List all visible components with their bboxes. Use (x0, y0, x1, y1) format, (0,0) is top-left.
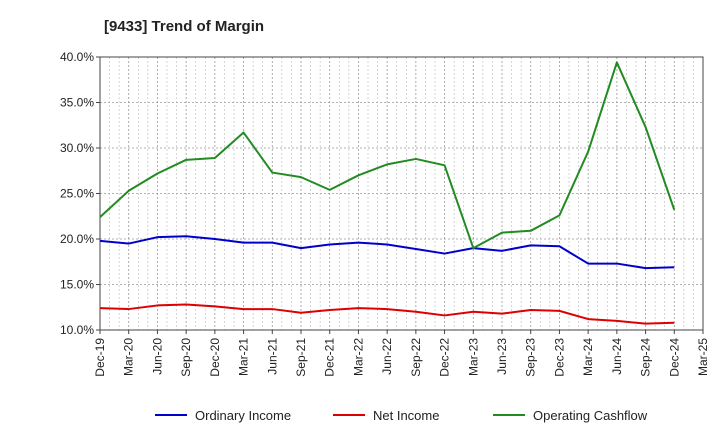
x-tick-label: Mar-23 (466, 338, 480, 376)
x-tick-label: Dec-19 (93, 338, 107, 377)
x-tick-label: Mar-24 (581, 338, 595, 376)
x-tick-label: Jun-23 (495, 338, 509, 375)
x-tick-label: Mar-22 (351, 338, 365, 376)
x-tick-label: Mar-25 (696, 338, 710, 376)
x-tick-label: Dec-20 (208, 338, 222, 377)
x-axis-ticks: Dec-19 Mar-20 Jun-20 Sep-20 Dec-20 Mar-21 Jun-… (93, 330, 710, 377)
x-tick-label: Dec-22 (438, 338, 452, 377)
x-tick-label: Mar-20 (122, 338, 136, 376)
series-line-operating-cashflow (99, 61, 676, 250)
x-tick-label: Sep-21 (294, 338, 308, 377)
x-tick-label: Mar-21 (237, 338, 251, 376)
x-tick-label: Sep-20 (179, 338, 193, 377)
legend: Ordinary Income Net Income Operating Cashf… (155, 408, 648, 423)
series-line-ordinary-income (99, 235, 675, 270)
x-tick-label: Sep-24 (639, 338, 653, 377)
y-tick-label: 40.0% (60, 50, 94, 64)
series-lines (99, 61, 676, 325)
legend-label-operating-cashflow: Operating Cashflow (533, 408, 648, 423)
y-tick-label: 10.0% (60, 323, 94, 337)
y-tick-label: 30.0% (60, 141, 94, 155)
legend-label-net-income: Net Income (373, 408, 439, 423)
x-tick-label: Jun-22 (380, 338, 394, 375)
chart-title: [9433] Trend of Margin (104, 18, 264, 35)
x-tick-label: Dec-23 (552, 338, 566, 377)
y-tick-label: 35.0% (60, 96, 94, 110)
x-tick-label: Jun-21 (265, 338, 279, 375)
x-tick-label: Sep-22 (409, 338, 423, 377)
y-axis-ticks: 10.0% 15.0% 20.0% 25.0% 30.0% 35.0% 40.0% (60, 50, 100, 337)
series-line-net-income (99, 303, 675, 325)
legend-label-ordinary-income: Ordinary Income (195, 408, 291, 423)
grid (99, 56, 704, 331)
x-tick-label: Dec-24 (667, 338, 681, 377)
x-tick-label: Jun-24 (610, 338, 624, 375)
y-tick-label: 15.0% (60, 278, 94, 292)
x-tick-label: Jun-20 (150, 338, 164, 375)
y-tick-label: 20.0% (60, 232, 94, 246)
y-tick-label: 25.0% (60, 187, 94, 201)
x-tick-label: Dec-21 (323, 338, 337, 377)
x-tick-label: Sep-23 (524, 338, 538, 377)
